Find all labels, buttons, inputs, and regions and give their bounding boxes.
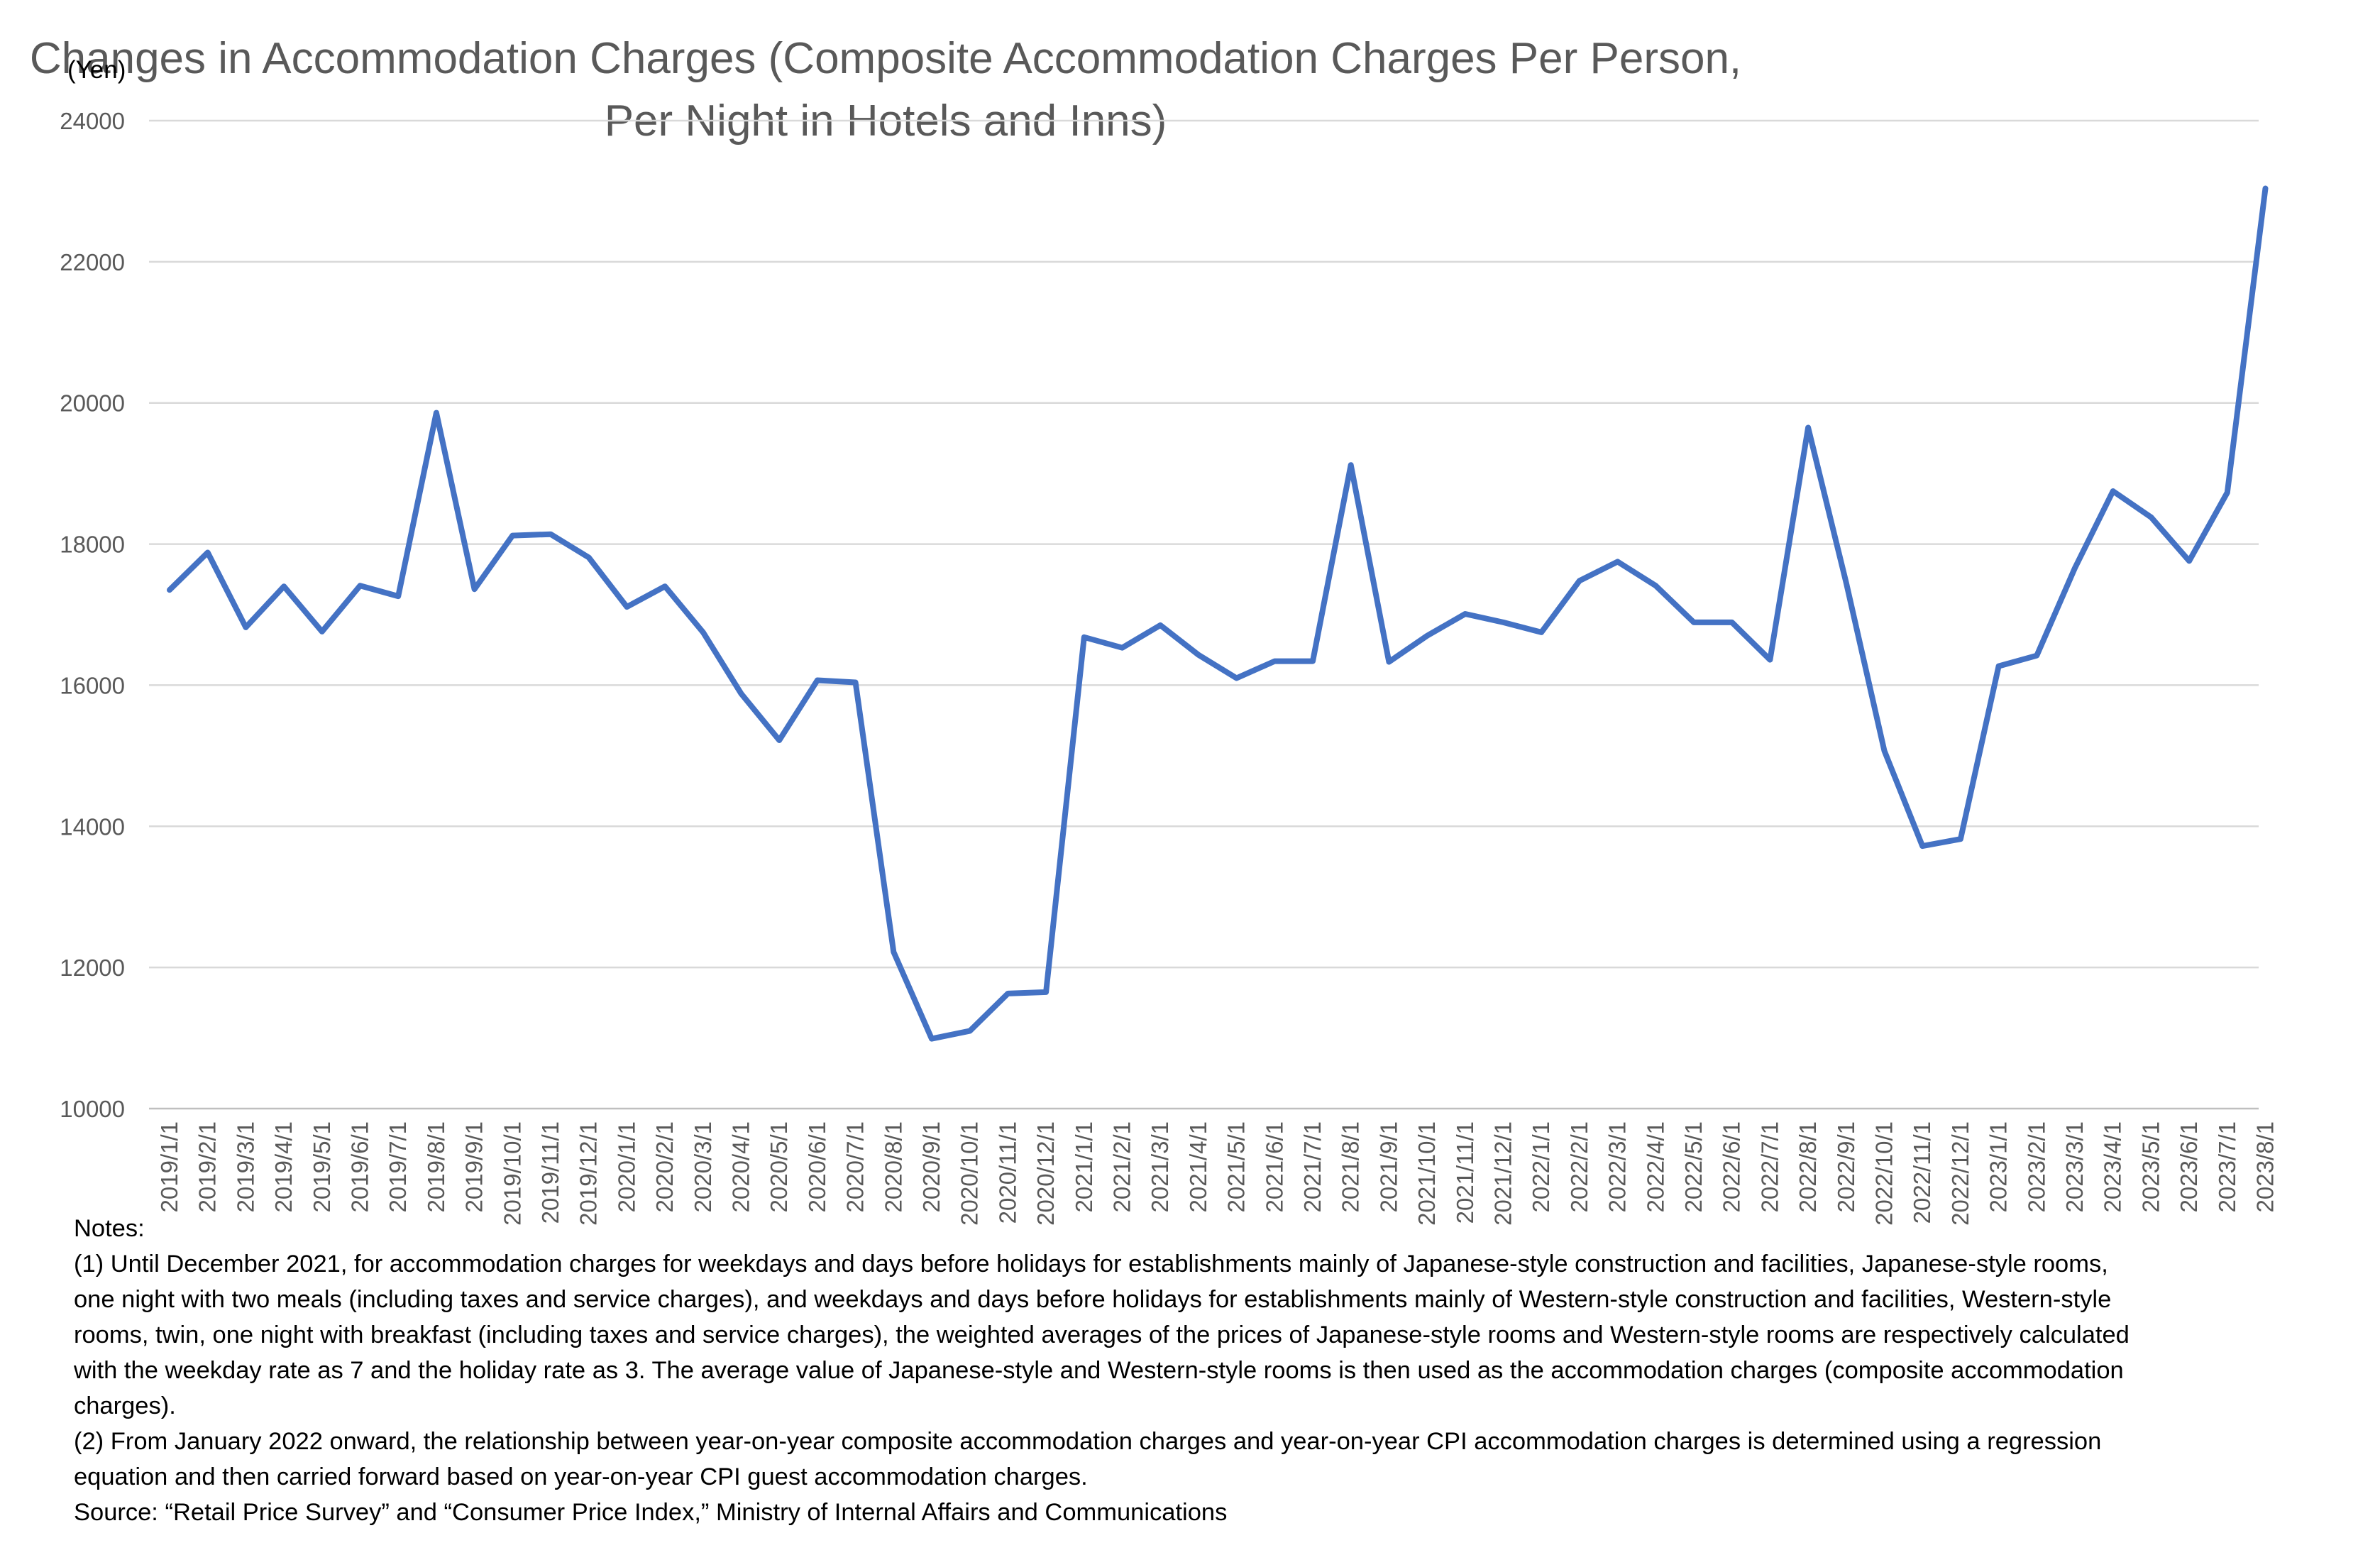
x-tick-label: 2023/5/1 [2137, 1121, 2164, 1212]
x-tick-label: 2019/1/1 [156, 1121, 182, 1212]
x-tick-label: 2022/2/1 [1566, 1121, 1592, 1212]
x-tick-label: 2023/7/1 [2214, 1121, 2240, 1212]
x-tick-label: 2020/1/1 [613, 1121, 639, 1212]
notes-block: Notes: (1) Until December 2021, for acco… [74, 1211, 2330, 1530]
y-tick-labels: 10000 12000 14000 16000 18000 20000 22000 24000 [60, 108, 125, 1122]
notes-line-2: one night with two meals (including taxe… [74, 1286, 2112, 1313]
x-tick-label: 2020/2/1 [651, 1121, 678, 1212]
x-tick-label: 2023/4/1 [2100, 1121, 2126, 1212]
y-tick-label: 14000 [60, 813, 125, 840]
x-tick-label: 2023/6/1 [2176, 1121, 2202, 1212]
x-tick-label: 2019/6/1 [347, 1121, 373, 1212]
x-tick-label: 2020/11/1 [994, 1121, 1020, 1224]
x-tick-label: 2022/4/1 [1642, 1121, 1668, 1212]
y-tick-label: 20000 [60, 390, 125, 417]
x-tick-label: 2020/7/1 [842, 1121, 869, 1212]
x-tick-label: 2021/11/1 [1452, 1121, 1478, 1224]
x-tick-label: 2022/5/1 [1680, 1121, 1707, 1212]
y-tick-label: 22000 [60, 249, 125, 275]
x-tick-label: 2021/2/1 [1109, 1121, 1135, 1212]
x-tick-label: 2021/3/1 [1147, 1121, 1173, 1212]
x-tick-label: 2021/12/1 [1490, 1121, 1516, 1226]
x-tick-label: 2019/9/1 [461, 1121, 487, 1212]
x-tick-label: 2019/11/1 [537, 1121, 563, 1224]
y-axis-label: (Yen) [67, 56, 126, 84]
x-tick-label: 2021/1/1 [1071, 1121, 1097, 1212]
notes-line-1: (1) Until December 2021, for accommodati… [74, 1251, 2108, 1277]
x-tick-label: 2022/7/1 [1756, 1121, 1783, 1212]
x-tick-label: 2019/5/1 [309, 1121, 335, 1212]
x-tick-label: 2021/10/1 [1414, 1121, 1440, 1226]
x-tick-label: 2021/6/1 [1261, 1121, 1287, 1212]
x-tick-label: 2022/12/1 [1947, 1121, 1973, 1226]
x-tick-label: 2020/5/1 [766, 1121, 792, 1212]
x-tick-label: 2020/9/1 [918, 1121, 944, 1212]
x-tick-label: 2023/2/1 [2023, 1121, 2049, 1212]
x-tick-label: 2023/1/1 [1985, 1121, 2012, 1212]
x-tick-label: 2022/3/1 [1604, 1121, 1631, 1212]
x-tick-label: 2019/12/1 [575, 1121, 602, 1226]
x-tick-label: 2019/8/1 [423, 1121, 449, 1212]
y-tick-label: 12000 [60, 955, 125, 981]
x-tick-label: 2020/3/1 [690, 1121, 716, 1212]
x-tick-label: 2020/6/1 [804, 1121, 830, 1212]
series-line-group [167, 185, 2269, 1042]
gridlines [149, 119, 2259, 1110]
x-tick-label: 2020/8/1 [880, 1121, 906, 1212]
x-tick-label: 2022/10/1 [1871, 1121, 1897, 1226]
x-tick-label: 2022/9/1 [1833, 1121, 1859, 1212]
x-tick-label: 2019/10/1 [499, 1121, 525, 1226]
x-tick-label: 2019/4/1 [270, 1121, 297, 1212]
notes-line-5: charges). [74, 1392, 176, 1419]
x-tick-label: 2021/4/1 [1185, 1121, 1211, 1212]
x-tick-label: 2023/8/1 [2252, 1121, 2279, 1212]
y-tick-label: 24000 [60, 108, 125, 134]
y-tick-label: 16000 [60, 672, 125, 698]
notes-line-7: equation and then carried forward based … [74, 1463, 1088, 1490]
y-tick-label: 10000 [60, 1096, 125, 1122]
y-tick-label: 18000 [60, 532, 125, 558]
x-tick-label: 2022/8/1 [1795, 1121, 1821, 1212]
chart-title-line-1: Changes in Accommodation Charges (Compos… [30, 34, 1741, 83]
x-tick-label: 2020/10/1 [957, 1121, 983, 1226]
x-tick-label: 2022/11/1 [1909, 1121, 1935, 1224]
notes-heading: Notes: [74, 1215, 145, 1242]
x-tick-label: 2019/2/1 [194, 1121, 221, 1212]
x-tick-label: 2022/1/1 [1528, 1121, 1554, 1212]
x-tick-label: 2021/8/1 [1338, 1121, 1364, 1212]
notes-line-4: with the weekday rate as 7 and the holid… [74, 1357, 2124, 1384]
x-tick-label: 2019/3/1 [232, 1121, 258, 1212]
x-tick-labels: 2019/1/1 2019/2/1 2019/3/1 2019/4/1 2019/5/1… [156, 1121, 2279, 1226]
x-tick-label: 2020/4/1 [728, 1121, 754, 1212]
source-line: Source: “Retail Price Survey” and “Consu… [74, 1499, 1228, 1526]
series-line [167, 185, 2269, 1042]
notes-line-3: rooms, twin, one night with breakfast (i… [74, 1322, 2130, 1348]
x-tick-label: 2023/3/1 [2061, 1121, 2088, 1212]
notes-line-6: (2) From January 2022 onward, the relati… [74, 1428, 2102, 1455]
x-tick-label: 2022/6/1 [1719, 1121, 1745, 1212]
x-tick-label: 2019/7/1 [385, 1121, 411, 1212]
x-tick-label: 2021/7/1 [1299, 1121, 1326, 1212]
x-tick-label: 2021/5/1 [1223, 1121, 1250, 1212]
x-tick-label: 2020/12/1 [1032, 1121, 1059, 1226]
x-tick-label: 2021/9/1 [1375, 1121, 1401, 1212]
